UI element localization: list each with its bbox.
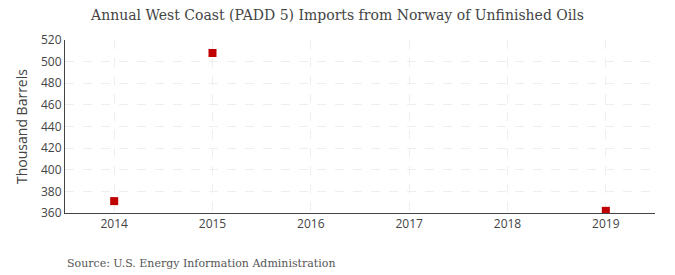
svg-text:440: 440 bbox=[41, 118, 62, 135]
svg-text:400: 400 bbox=[41, 161, 62, 178]
svg-text:2019: 2019 bbox=[592, 215, 620, 232]
svg-text:480: 480 bbox=[41, 74, 62, 91]
svg-text:380: 380 bbox=[41, 183, 62, 200]
svg-text:520: 520 bbox=[41, 31, 62, 48]
svg-text:460: 460 bbox=[41, 96, 62, 113]
svg-text:Source: U.S. Energy Informatio: Source: U.S. Energy Information Administ… bbox=[67, 257, 335, 270]
svg-text:360: 360 bbox=[41, 204, 62, 221]
svg-text:420: 420 bbox=[41, 139, 62, 156]
svg-text:2017: 2017 bbox=[395, 215, 423, 232]
svg-text:2015: 2015 bbox=[199, 215, 227, 232]
svg-text:2016: 2016 bbox=[297, 215, 325, 232]
svg-text:500: 500 bbox=[41, 53, 62, 70]
svg-text:2014: 2014 bbox=[100, 215, 128, 232]
svg-text:Annual West Coast (PADD 5) Imp: Annual West Coast (PADD 5) Imports from … bbox=[90, 7, 584, 23]
svg-text:2018: 2018 bbox=[494, 215, 522, 232]
svg-text:Thousand Barrels: Thousand Barrels bbox=[12, 69, 31, 184]
